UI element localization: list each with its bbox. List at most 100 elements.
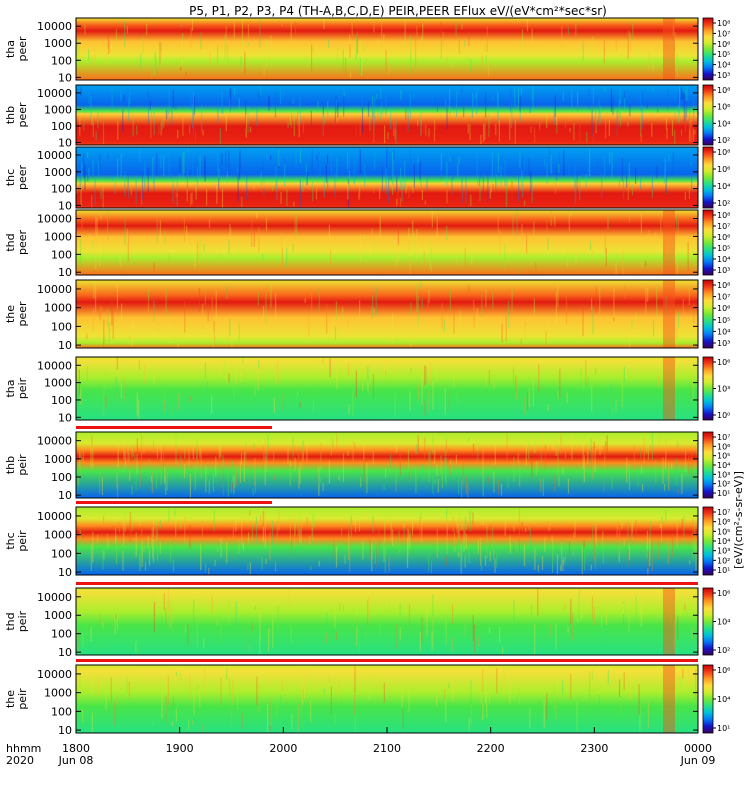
texture-streak: [499, 626, 501, 643]
colorbar-tick-label: 10¹: [717, 566, 730, 575]
texture-streak: [268, 627, 270, 643]
texture-streak: [553, 683, 556, 710]
texture-streak: [80, 238, 82, 266]
colorbar-tick-label: 10⁶: [717, 442, 730, 451]
texture-streak: [257, 291, 259, 306]
texture-streak: [511, 102, 513, 126]
texture-streak: [299, 401, 301, 408]
texture-streak: [533, 221, 535, 239]
texture-streak: [179, 157, 181, 172]
texture-streak: [130, 188, 132, 196]
texture-streak: [538, 363, 540, 392]
texture-streak: [212, 473, 214, 493]
texture-streak: [280, 192, 282, 204]
texture-streak: [436, 529, 438, 558]
texture-streak: [429, 240, 431, 270]
texture-streak: [142, 37, 144, 54]
texture-streak: [471, 241, 473, 266]
texture-streak: [192, 157, 194, 177]
texture-streak: [415, 39, 417, 68]
texture-streak: [91, 112, 93, 125]
texture-streak: [416, 228, 418, 259]
texture-streak: [281, 247, 283, 271]
colorbar: [702, 17, 714, 81]
texture-streak: [489, 523, 492, 535]
texture-streak: [582, 41, 584, 61]
colorbar-tick-label: 10¹: [717, 489, 730, 498]
texture-streak: [445, 556, 447, 567]
texture-streak: [554, 181, 556, 194]
texture-streak: [200, 555, 202, 571]
texture-streak: [475, 92, 477, 99]
texture-streak: [82, 440, 84, 463]
texture-streak: [270, 155, 272, 161]
texture-streak: [150, 113, 152, 139]
texture-streak: [277, 358, 279, 384]
texture-streak: [529, 529, 531, 553]
texture-streak: [436, 104, 438, 112]
texture-streak: [549, 624, 551, 637]
texture-streak: [276, 705, 278, 717]
texture-streak: [492, 96, 494, 101]
texture-streak: [611, 406, 613, 415]
texture-streak: [408, 473, 411, 481]
texture-streak: [648, 51, 650, 72]
texture-streak: [629, 675, 632, 700]
x-tick-label: 1800: [62, 742, 90, 755]
texture-streak: [335, 301, 337, 320]
texture-streak: [171, 600, 173, 623]
texture-streak: [514, 89, 516, 107]
texture-streak: [482, 669, 484, 691]
texture-streak: [577, 92, 579, 106]
texture-streak: [121, 303, 123, 324]
texture-streak: [368, 672, 370, 701]
texture-streak: [120, 383, 122, 399]
texture-streak: [565, 296, 568, 324]
texture-streak: [655, 460, 657, 484]
texture-streak: [284, 160, 286, 187]
texture-streak: [299, 528, 301, 554]
texture-streak: [544, 444, 546, 470]
texture-streak: [483, 19, 485, 24]
texture-streak: [151, 526, 153, 548]
texture-streak: [557, 390, 559, 400]
texture-streak: [582, 440, 584, 470]
texture-streak: [196, 166, 199, 190]
colorbar-tick-label: 10³: [717, 266, 730, 275]
texture-streak: [129, 469, 131, 481]
texture-streak: [423, 120, 425, 133]
texture-streak: [247, 33, 249, 47]
texture-streak: [262, 513, 264, 543]
texture-streak: [336, 117, 338, 122]
texture-streak: [442, 31, 444, 46]
texture-streak: [168, 99, 170, 108]
texture-streak: [476, 307, 478, 329]
texture-streak: [445, 457, 447, 487]
texture-streak: [310, 701, 312, 722]
texture-streak: [259, 636, 261, 655]
texture-streak: [230, 481, 232, 493]
texture-streak: [91, 674, 93, 698]
texture-streak: [405, 109, 407, 120]
texture-streak: [542, 592, 544, 608]
texture-streak: [317, 152, 320, 171]
texture-streak: [230, 88, 232, 104]
texture-streak: [445, 438, 448, 456]
texture-streak: [86, 370, 88, 381]
texture-streak: [658, 435, 660, 449]
texture-streak: [198, 287, 201, 312]
texture-streak: [674, 129, 676, 145]
texture-streak: [79, 454, 82, 474]
texture-streak: [560, 542, 563, 571]
texture-streak: [640, 178, 642, 190]
texture-streak: [380, 88, 382, 100]
texture-streak: [103, 515, 105, 525]
texture-streak: [622, 178, 625, 199]
texture-streak: [152, 721, 154, 726]
texture-streak: [128, 98, 130, 122]
texture-streak: [461, 86, 463, 94]
texture-streak: [396, 624, 398, 650]
texture-streak: [222, 455, 224, 468]
texture-streak: [170, 607, 172, 630]
